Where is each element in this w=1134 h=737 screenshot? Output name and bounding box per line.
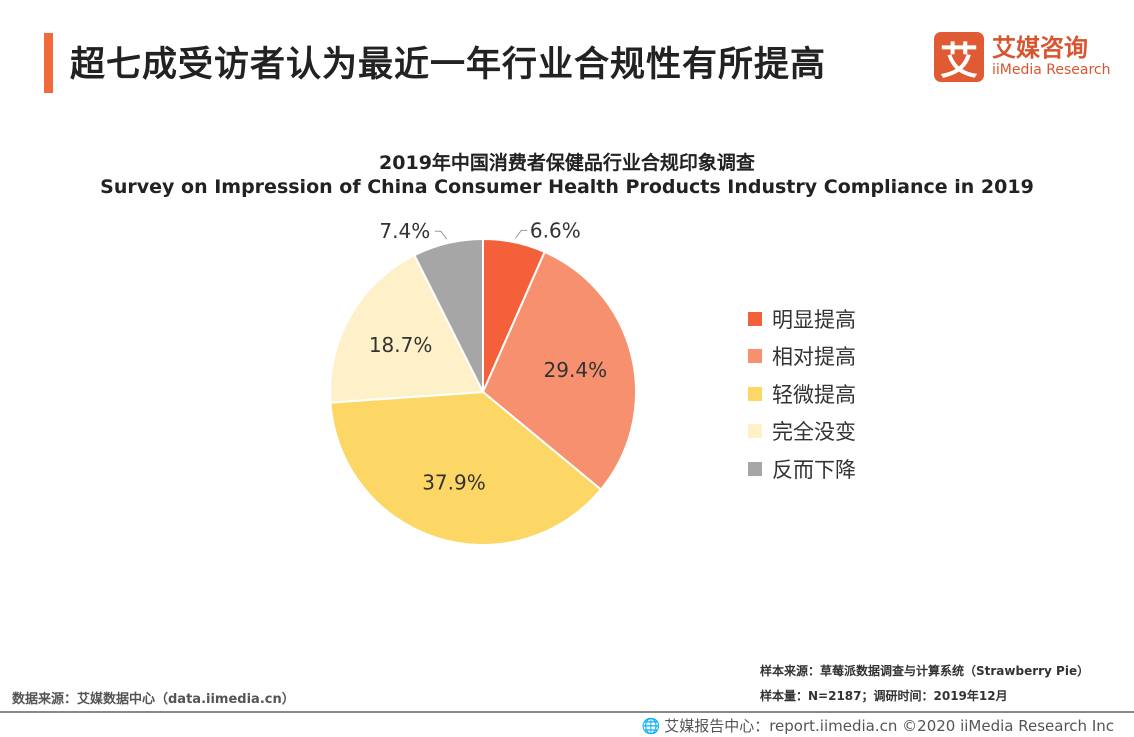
legend-swatch bbox=[748, 349, 762, 364]
legend-label: 完全没变 bbox=[772, 420, 856, 445]
logo-mark: 艾 bbox=[934, 32, 984, 83]
legend-item: 轻微提高 bbox=[748, 375, 856, 413]
legend-label: 相对提高 bbox=[772, 345, 856, 370]
pie-slice-1 bbox=[481, 250, 637, 491]
legend-item: 完全没变 bbox=[748, 413, 856, 451]
legend-swatch bbox=[748, 461, 762, 476]
data-source: 数据来源：艾媒数据中心（data.iimedia.cn） bbox=[12, 692, 295, 707]
leader-line-0 bbox=[514, 229, 528, 239]
legend-item: 明显提高 bbox=[748, 300, 856, 338]
legend-label: 轻微提高 bbox=[772, 382, 856, 407]
legend-swatch bbox=[748, 311, 762, 326]
legend-item: 反而下降 bbox=[748, 450, 856, 488]
sample-source: 样本来源：草莓派数据调查与计算系统（Strawberry Pie） bbox=[760, 664, 1090, 678]
data-label-0: 6.6% bbox=[530, 218, 581, 242]
data-label-4: 7.4% bbox=[379, 219, 430, 243]
pie-slice-2 bbox=[329, 390, 603, 546]
legend-swatch bbox=[748, 386, 762, 401]
logo-name-en: iiMedia Research bbox=[992, 62, 1111, 78]
logo: 艾 艾媒咨询 iiMedia Research bbox=[934, 32, 1111, 83]
legend-label: 明显提高 bbox=[772, 307, 856, 332]
pie-slice-3 bbox=[329, 253, 485, 404]
footer-text: 艾媒报告中心：report.iimedia.cn ©2020 iiMedia R… bbox=[664, 717, 1114, 735]
page-title: 超七成受访者认为最近一年行业合规性有所提高 bbox=[70, 45, 827, 85]
title-accent-bar bbox=[44, 33, 53, 93]
chart-subtitle: Survey on Impression of China Consumer H… bbox=[100, 176, 1034, 198]
data-label-2: 37.9% bbox=[422, 470, 486, 494]
data-label-1: 29.4% bbox=[544, 358, 608, 382]
sample-size: 样本量：N=2187；调研时间：2019年12月 bbox=[760, 689, 1008, 703]
pie-slice-4 bbox=[413, 237, 484, 393]
legend-label: 反而下降 bbox=[772, 457, 856, 482]
footer-divider bbox=[0, 711, 1134, 713]
footer: 🌐 艾媒报告中心：report.iimedia.cn ©2020 iiMedia… bbox=[642, 715, 1114, 736]
legend: 明显提高相对提高轻微提高完全没变反而下降 bbox=[748, 300, 856, 488]
globe-icon: 🌐 bbox=[641, 716, 661, 735]
data-label-3: 18.7% bbox=[369, 333, 433, 357]
legend-swatch bbox=[748, 424, 762, 439]
leader-line-4 bbox=[434, 230, 448, 240]
legend-item: 相对提高 bbox=[748, 338, 856, 376]
chart-title: 2019年中国消费者保健品行业合规印象调查 bbox=[379, 152, 755, 174]
logo-name-cn: 艾媒咨询 bbox=[992, 34, 1088, 62]
